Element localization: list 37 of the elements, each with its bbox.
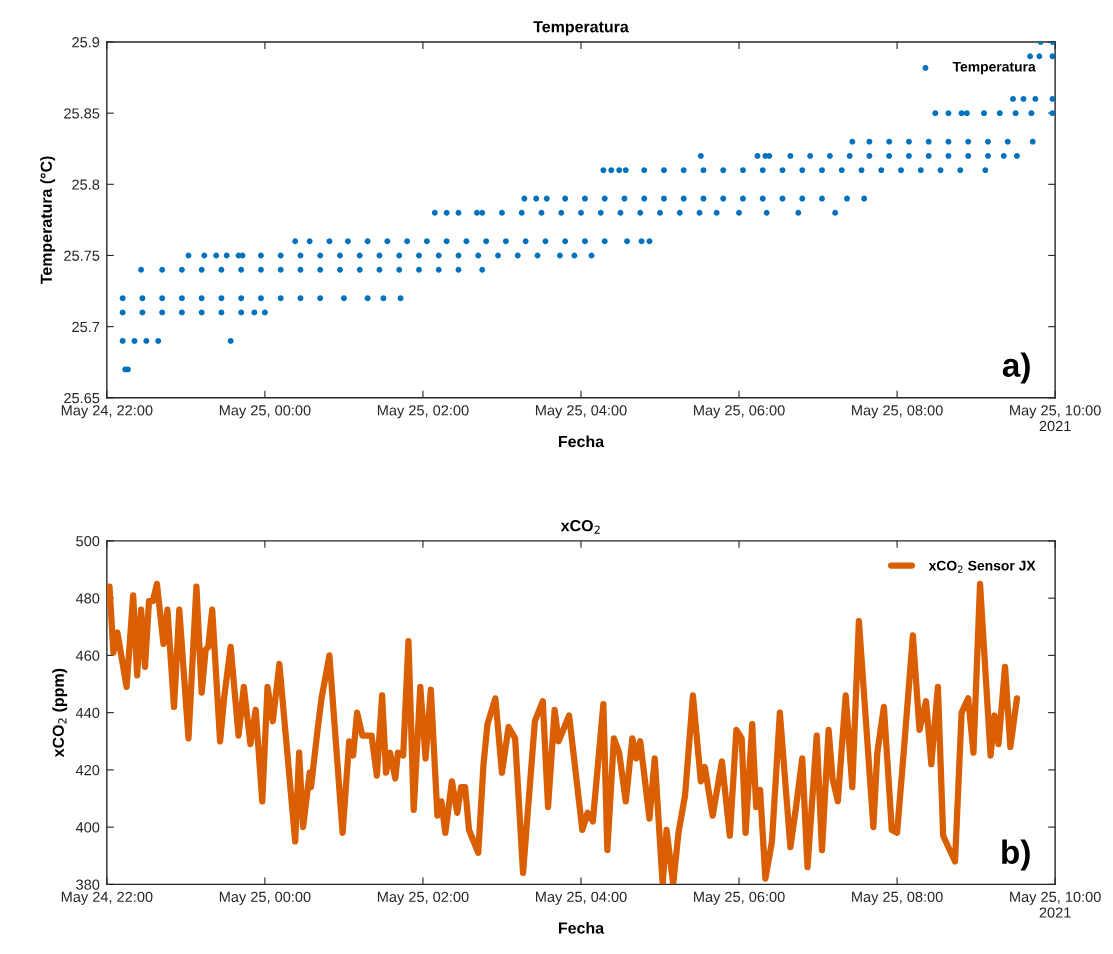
chart-title: xCO$_{2}$ [560,520,600,534]
x-tick-label: May 25, 10:00 2021 [1010,891,1101,918]
y-tick-label: 420 [75,764,100,776]
y-tick-label: 460 [75,650,100,661]
x-tick-label: May 25, 10:00 2021 [1010,405,1101,432]
y-tick-label: 380 [76,879,100,890]
y-axis-title: xCO$_{2}$ (ppm) [52,668,68,758]
x-axis-title: Fecha [558,921,605,934]
x-tick-label: May 25, 00:00 [219,891,311,905]
annotation: a) [1002,352,1030,384]
x-tick-label: May 24, 22:00 [61,891,153,905]
y-tick-label: 440 [75,707,100,719]
legend-label: xCO$_{2}$ Sensor JX [928,560,1036,573]
y-tick-label: 25.75 [64,250,100,261]
y-tick-label: 480 [75,593,100,604]
legend-label: Temperatura [952,61,1036,75]
x-tick-label: May 25, 06:00 [694,891,785,905]
y-tick-label: 400 [75,822,100,833]
x-tick-label: May 25, 04:00 [535,405,627,419]
y-tick-label: 25.7 [72,321,100,333]
y-tick-label: 500 [76,536,100,547]
x-tick-label: May 25, 02:00 [377,891,469,905]
x-tick-label: May 25, 08:00 [852,891,943,905]
x-tick-label: May 25, 04:00 [535,891,627,905]
x-axis-title: Fecha [558,435,605,448]
x-tick-label: May 25, 06:00 [694,405,785,419]
x-tick-label: May 25, 08:00 [852,405,943,419]
y-tick-label: 25.85 [64,108,100,119]
x-tick-label: May 25, 02:00 [377,405,469,419]
x-tick-label: May 24, 22:00 [61,405,153,419]
annotation: b) [1002,839,1030,871]
x-tick-label: May 25, 00:00 [219,405,311,419]
y-tick-label: 25.9 [72,37,100,48]
y-tick-label: 25.65 [64,392,100,404]
y-axis-title: Temperatura (°C) [40,156,56,284]
y-tick-label: 25.8 [72,179,100,190]
chart-title: Temperatura [533,21,629,36]
